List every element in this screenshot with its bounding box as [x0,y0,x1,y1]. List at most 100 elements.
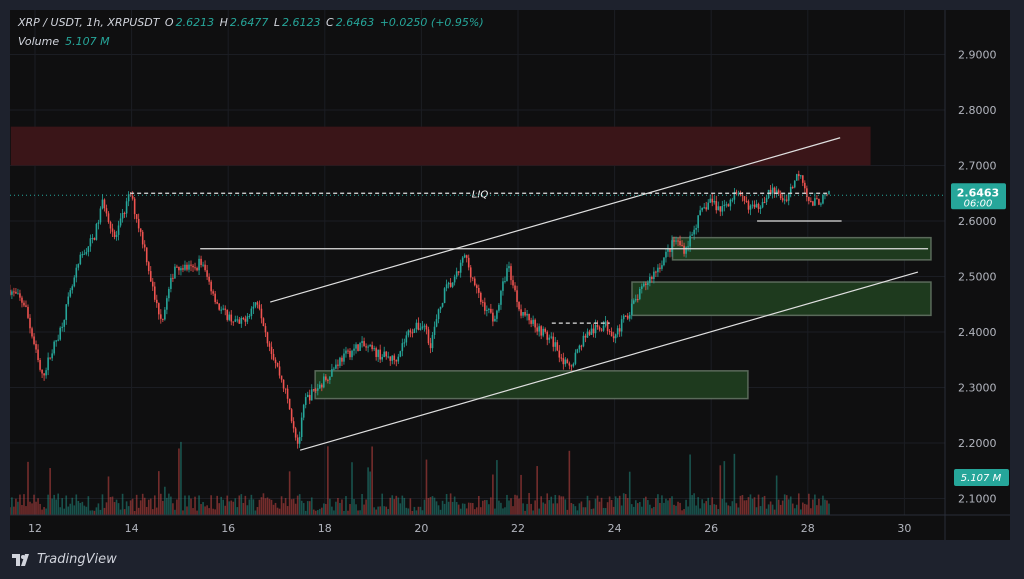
candle-body [236,319,239,321]
candle-body [799,175,802,177]
volume-bar [393,499,396,515]
volume-bar [310,497,313,515]
volume-bar [294,503,297,515]
candle-body [806,188,808,198]
candle-body [709,198,712,203]
candle-body [31,328,33,337]
volume-bar [395,495,398,515]
candle-body [232,321,235,323]
volume-bar [83,505,86,515]
volume-bar [659,502,661,515]
volume-bar [145,506,148,515]
candle-body [85,252,88,254]
volume-bar [192,508,194,515]
volume-bar [709,505,712,515]
candle-body [820,203,822,205]
candle-body [290,409,293,422]
volume-bar [518,498,520,515]
candle-body [15,291,17,294]
volume-bar [655,498,657,515]
volume-bar [781,500,784,515]
volume-bar [361,493,363,515]
volume-bar [544,503,547,515]
candle-body [433,326,436,335]
volume-bar [548,500,551,515]
volume-bar [441,500,444,515]
volume-bar [707,497,710,515]
volume-value: 5.107 M [65,35,110,48]
candle-body [216,302,218,304]
volume-bar [218,503,220,515]
volume-bar [580,501,583,515]
volume-bar [343,510,345,515]
volume-bar [95,507,98,515]
volume-bar [653,506,655,515]
volume-bar [151,509,154,515]
candle-body [95,223,98,240]
candle-body [389,356,392,361]
volume-bar [451,501,454,515]
volume-bar [168,493,170,515]
candle-body [89,238,92,247]
volume-bar [749,494,752,515]
volume-bar [687,506,689,515]
volume-bar [278,508,281,515]
candle-body [47,357,49,371]
volume-bar [93,510,96,515]
candle-body [598,327,601,330]
candles [10,170,830,449]
candle-body [164,309,166,320]
candle-body [484,302,486,311]
candle-body [486,309,488,311]
candle-body [826,194,828,196]
price-badge [951,183,1006,210]
symbol-label[interactable]: XRP / USDT, 1h, XRPUSDT [18,16,160,29]
candle-body [298,437,301,444]
candle-body [727,204,730,207]
chart-pane[interactable] [10,10,1010,540]
candle-body [588,331,591,335]
candle-body [57,339,59,341]
candle-body [401,343,404,352]
volume-bar [713,504,716,515]
volume-bar [467,502,470,515]
channel-lower-line [300,271,919,451]
volume-bar [618,495,621,515]
candle-body [93,238,96,240]
channel-upper-line [270,137,841,303]
volume-bar [673,504,675,515]
candle-body [526,313,528,316]
volume-bar [31,503,33,515]
candle-body [797,174,800,177]
volume-bar [371,446,373,515]
candle-body [719,206,722,212]
candle-body [331,369,333,377]
volume-bar [97,503,100,515]
volume-bar [810,508,812,515]
volume-bar [699,508,701,515]
candle-body [729,199,732,207]
volume-bar [482,500,484,515]
volume-bar [117,503,120,515]
candle-body [99,208,102,223]
volume-bar [331,506,333,515]
volume-bar [632,506,635,515]
candle-body [634,298,637,301]
candle-body [37,349,39,361]
candle-body [224,308,227,310]
volume-bar [248,499,251,515]
volume-bar [719,465,722,515]
candle-body [492,312,494,322]
volume-bar [89,510,92,515]
high-label: H [219,16,228,29]
candle-body [628,314,631,319]
candle-body [659,267,661,269]
tradingview-logo[interactable]: TradingView [12,552,117,567]
volume-bar [820,505,822,515]
volume-bar [596,495,599,515]
candle-body [214,293,216,303]
open-value: 2.6213 [175,16,215,29]
candle-body [155,299,158,304]
volume-bar [814,494,816,515]
